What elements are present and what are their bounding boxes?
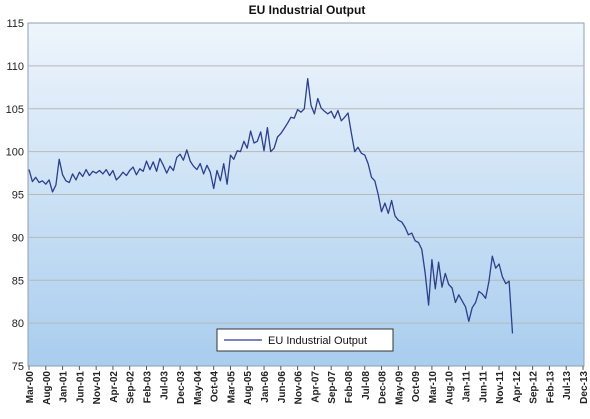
x-tick-label: Jul-08 bbox=[361, 371, 372, 400]
x-tick-label: Apr-07 bbox=[310, 371, 321, 403]
x-tick-label: Apr-12 bbox=[512, 371, 523, 403]
x-tick-label: Nov-01 bbox=[92, 371, 103, 405]
legend: EU Industrial Output bbox=[216, 328, 394, 352]
x-tick-label: Feb-03 bbox=[143, 371, 154, 404]
x-tick-label: Aug-10 bbox=[445, 371, 456, 405]
x-tick-label: Jun-01 bbox=[75, 371, 86, 404]
chart-title: EU Industrial Output bbox=[249, 3, 366, 17]
x-tick-label: Jun-06 bbox=[277, 371, 288, 404]
x-tick-label: Mar-00 bbox=[25, 371, 36, 404]
y-tick-label: 110 bbox=[6, 61, 24, 73]
x-tick-label: Nov-11 bbox=[495, 371, 506, 404]
x-tick-label: Oct-04 bbox=[210, 371, 221, 403]
legend-box bbox=[216, 328, 394, 352]
series-line-eu-industrial-output bbox=[28, 78, 514, 334]
x-tick-label: Sep-12 bbox=[529, 371, 540, 404]
x-tick-label: Dec-03 bbox=[176, 371, 187, 404]
y-tick-label: 100 bbox=[6, 147, 24, 159]
x-tick-label: Aug-05 bbox=[243, 371, 254, 405]
y-tick-label: 115 bbox=[6, 18, 24, 30]
x-tick-label: Feb-13 bbox=[545, 371, 556, 404]
x-tick-label: Jul-03 bbox=[159, 371, 170, 400]
y-tick-label: 75 bbox=[12, 361, 24, 373]
x-tick-label: Apr-02 bbox=[109, 371, 120, 403]
y-tick-label: 85 bbox=[12, 275, 24, 287]
x-tick-label: Nov-06 bbox=[294, 371, 305, 405]
x-tick-label: Jul-13 bbox=[562, 371, 573, 400]
y-tick-label: 95 bbox=[12, 190, 24, 202]
x-tick-label: Feb-08 bbox=[344, 371, 355, 404]
x-tick-label: Jan-11 bbox=[461, 371, 472, 403]
series-group bbox=[28, 78, 514, 334]
legend-label: EU Industrial Output bbox=[268, 335, 367, 347]
y-tick-label: 90 bbox=[12, 232, 24, 244]
x-tick-label: Aug-00 bbox=[42, 371, 53, 405]
x-tick-label: Dec-08 bbox=[378, 371, 389, 404]
y-axis-ticks: 75 80 85 90 95 100 105 110 115 bbox=[6, 18, 24, 373]
x-tick-label: Jun-11 bbox=[478, 371, 489, 403]
x-tick-label: Mar-05 bbox=[226, 371, 237, 404]
x-tick-label: Sep-07 bbox=[327, 371, 338, 404]
x-tick-label: Jan-06 bbox=[260, 371, 271, 403]
x-tick-label: Mar-10 bbox=[428, 371, 439, 404]
y-tick-label: 105 bbox=[6, 104, 24, 116]
gridlines bbox=[28, 65, 584, 324]
x-tick-label: Jan-01 bbox=[59, 371, 70, 403]
x-tick-label: Sep-02 bbox=[126, 371, 137, 404]
x-tick-label: Dec-13 bbox=[579, 371, 590, 404]
x-tick-label: May-09 bbox=[394, 371, 405, 405]
x-tick-label: May-04 bbox=[193, 371, 204, 405]
x-tick-label: Oct-09 bbox=[411, 371, 422, 403]
y-tick-label: 80 bbox=[12, 318, 24, 330]
x-axis-ticks: Mar-00 Aug-00 Jan-01 Jun-01 Nov-01 Apr-02 Sep-… bbox=[25, 366, 590, 405]
